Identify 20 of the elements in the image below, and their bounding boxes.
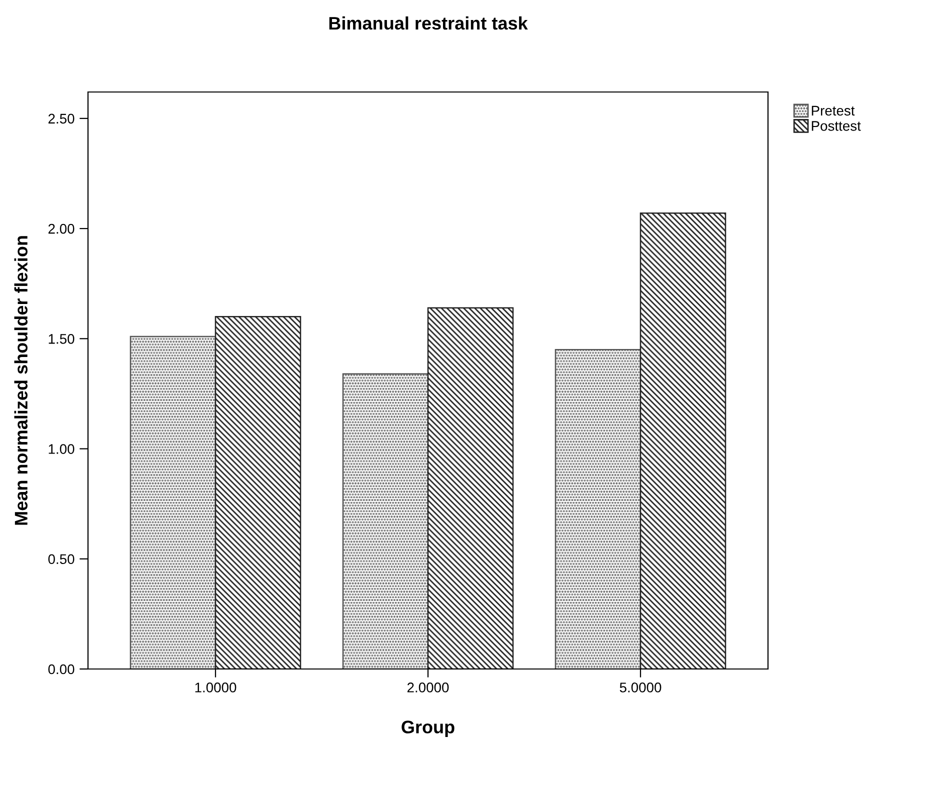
bar: [554, 349, 642, 669]
x-tick-label: 1.0000: [195, 682, 236, 692]
legend-label: Posttest: [812, 121, 861, 131]
chart-title: Bimanual restraint task: [329, 16, 528, 30]
y-axis-title: Mean normalized shoulder flexion: [14, 236, 28, 525]
y-tick-label: 1.00: [48, 444, 74, 454]
x-tick-label: 5.0000: [620, 682, 662, 692]
x-axis-title: Group: [402, 720, 454, 737]
y-tick-label: 2.00: [48, 224, 74, 234]
bar: [640, 212, 726, 669]
x-tick-label: 2.0000: [407, 682, 449, 692]
y-tick-label: 0.00: [48, 664, 74, 674]
y-tick-label: 2.50: [48, 114, 74, 124]
y-tick-label: 0.50: [48, 554, 74, 564]
bar: [427, 307, 514, 669]
legend-label: Pretest: [812, 106, 855, 116]
bar: [130, 336, 216, 669]
y-tick-label: 1.50: [48, 334, 74, 344]
bar: [214, 316, 302, 669]
bar: [342, 373, 429, 669]
